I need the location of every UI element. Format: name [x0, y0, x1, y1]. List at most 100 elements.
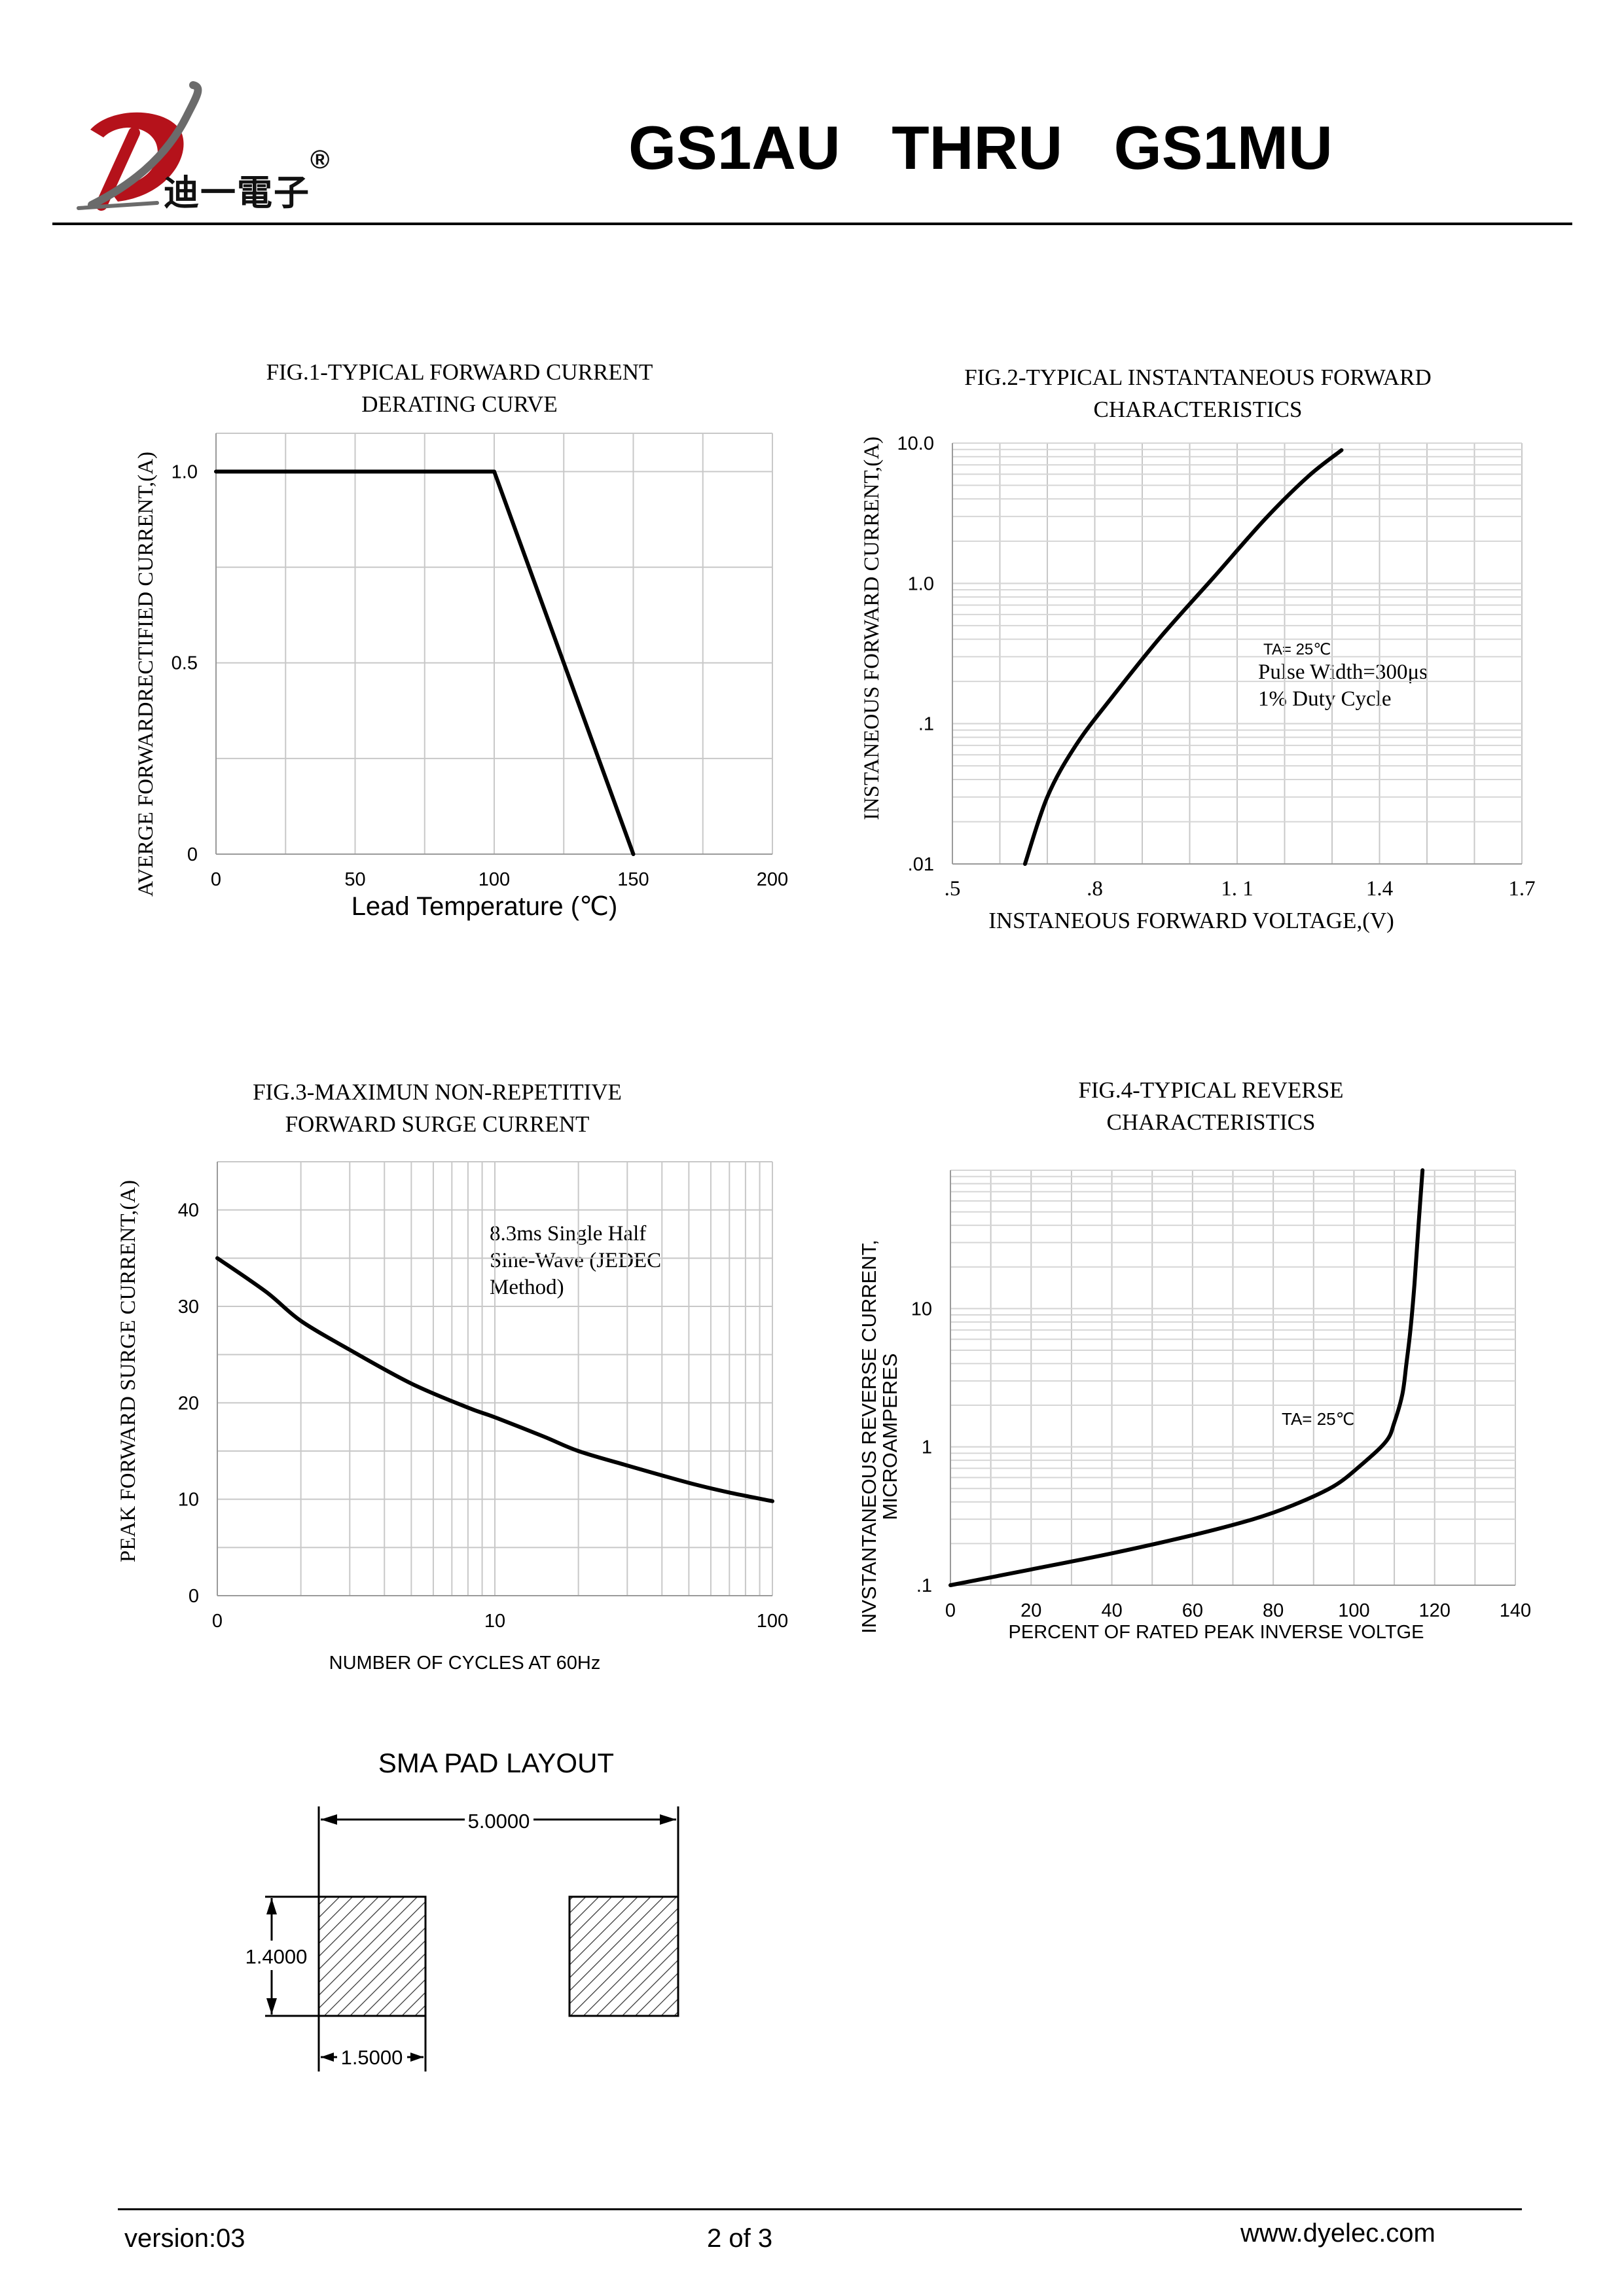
fig3-title-line1: FIG.3-MAXIMUN NON-REPETITIVE [253, 1079, 622, 1105]
fig4-ticks: 0 20 40 60 80 100 120 140 .1 1 10 [911, 1299, 1531, 1621]
fig2-x-tick-label: 1. 1 [1221, 877, 1254, 901]
footer-website: www.dyelec.com [1240, 2219, 1435, 2248]
fig4-x-tick-label: 60 [1182, 1600, 1203, 1621]
fig3-y-tick-label: 10 [178, 1490, 199, 1511]
fig2-chart: FIG.2-TYPICAL INSTANTANEOUS FORWARD CHAR… [860, 365, 1536, 933]
fig1-y-tick-label: 1.0 [171, 461, 198, 482]
fig2-title-line1: FIG.2-TYPICAL INSTANTANEOUS FORWARD [964, 365, 1432, 390]
fig1-x-tick-label: 100 [478, 869, 510, 890]
fig2-x-tick-label: 1.7 [1508, 877, 1535, 901]
fig1-y-axis-label: AVERGE FORWARDRECTIFIED CURRENT,(A) [134, 452, 158, 897]
fig4-x-tick-label: 20 [1020, 1600, 1041, 1621]
fig3-grid [217, 1161, 773, 1596]
sma-pad-layout: SMA PAD LAYOUT 5.0000 1.4000 1.5000 [245, 1748, 679, 2072]
dim-pad-arrow-left [321, 2053, 334, 2062]
fig3-title-line2: FORWARD SURGE CURRENT [285, 1111, 590, 1137]
fig2-grid [952, 442, 1523, 865]
fig1-x-tick-label: 150 [617, 869, 649, 890]
fig2-x-axis-label: INSTANEOUS FORWARD VOLTAGE,(V) [988, 908, 1394, 933]
fig4-series [948, 1168, 1425, 1587]
fig4-x-tick-label: 100 [1338, 1600, 1369, 1621]
fig3-y-tick-label: 0 [189, 1586, 199, 1607]
fig4-y-axis-label-line1: INVSTANTANEOUS REVERSE CURRENT, [857, 1240, 880, 1634]
fig3-annotation-line3: Method) [490, 1276, 564, 1299]
pad-left [317, 1895, 427, 2017]
pad-layout-title: SMA PAD LAYOUT [378, 1748, 614, 1778]
registered-mark: ® [310, 145, 330, 174]
fig4-x-tick-label: 120 [1419, 1600, 1451, 1621]
header-rule [52, 223, 1572, 225]
dim-height-arrow-bottom [266, 1998, 277, 2015]
fig4-annotation-temp: TA= 25℃ [1282, 1409, 1355, 1429]
fig3-annotation-line1: 8.3ms Single Half [490, 1222, 646, 1246]
document-title: GS1AU THRU GS1MU [628, 113, 1333, 182]
fig2-title-line2: CHARACTERISTICS [1094, 397, 1303, 422]
fig1-x-tick-label: 200 [757, 869, 788, 890]
dim-height-arrow-top [266, 1898, 277, 1914]
fig2-annotation-duty: 1% Duty Cycle [1258, 687, 1391, 711]
fig4-title-line2: CHARACTERISTICS [1107, 1109, 1316, 1135]
fig3-y-tick-label: 30 [178, 1297, 199, 1318]
fig1-grid [215, 433, 773, 855]
fig1-y-tick-label: 0.5 [171, 653, 198, 674]
fig3-y-tick-label: 20 [178, 1393, 199, 1414]
fig3-x-axis-label: NUMBER OF CYCLES AT 60Hz [329, 1653, 601, 1674]
fig2-x-tick-label: .8 [1087, 877, 1103, 901]
fig3-x-tick-label: 0 [212, 1611, 223, 1632]
fig2-y-tick-label: .1 [918, 714, 934, 735]
dim-pad-arrow-right [410, 2053, 424, 2062]
fig4-y-tick-label: 1 [922, 1437, 932, 1458]
fig4-x-tick-label: 40 [1101, 1600, 1122, 1621]
fig4-y-tick-label: 10 [911, 1299, 932, 1319]
fig2-y-axis-label: INSTANEOUS FORWARD CURRENT,(A) [860, 437, 884, 820]
fig3-series [215, 1256, 774, 1503]
fig2-series-line [1022, 448, 1344, 866]
fig3-ticks: 0 10 100 0 10 20 30 40 [178, 1200, 788, 1632]
fig4-x-axis-label: PERCENT OF RATED PEAK INVERSE VOLTGE [1009, 1622, 1424, 1643]
fig2-series [1022, 448, 1344, 866]
fig3-y-tick-label: 40 [178, 1200, 199, 1221]
fig4-series-line [948, 1168, 1425, 1587]
fig2-x-tick-label: .5 [945, 877, 961, 901]
company-logo [77, 81, 202, 211]
fig3-series-line [215, 1256, 774, 1503]
fig3-y-axis-label: PEAK FORWARD SURGE CURRENT,(A) [117, 1180, 140, 1562]
fig1-x-tick-label: 50 [344, 869, 365, 890]
fig3-chart: FIG.3-MAXIMUN NON-REPETITIVE FORWARD SUR… [117, 1079, 788, 1674]
fig3-x-tick-label: 100 [757, 1611, 788, 1632]
fig1-series [214, 469, 636, 856]
fig2-y-tick-label: 1.0 [908, 573, 934, 594]
fig4-x-tick-label: 140 [1500, 1600, 1531, 1621]
footer-page-number: 2 of 3 [707, 2224, 773, 2253]
fig2-annotation-pulse: Pulse Width=300μs [1258, 660, 1428, 684]
company-name: 迪一電子 [164, 173, 310, 213]
fig3-annotation-line2: Sine-Wave (JEDEC [490, 1249, 661, 1272]
dim-width-arrow-right [660, 1814, 676, 1825]
pad-right [568, 1895, 679, 2017]
fig4-y-axis-label-line2: MICROAMPERES [878, 1354, 901, 1520]
footer-rule [118, 2208, 1522, 2210]
fig1-title-line1: FIG.1-TYPICAL FORWARD CURRENT [266, 359, 653, 385]
fig1-x-tick-label: 0 [211, 869, 221, 890]
pad-size-label: 1.5000 [341, 2046, 403, 2069]
fig1-series-line [214, 469, 636, 856]
fig2-annotation-temp: TA= 25℃ [1263, 641, 1331, 658]
pad-height-label: 1.4000 [245, 1945, 308, 1968]
fig4-title-line1: FIG.4-TYPICAL REVERSE [1078, 1077, 1343, 1103]
fig3-x-tick-label: 10 [484, 1611, 505, 1632]
fig1-ticks: 0 50 100 150 200 0 0.5 1.0 [171, 461, 789, 890]
fig1-y-tick-label: 0 [187, 844, 198, 865]
fig2-ticks: .5 .8 1. 1 1.4 1.7 .01 .1 1.0 10.0 [897, 433, 1536, 901]
fig2-x-tick-label: 1.4 [1366, 877, 1393, 901]
dim-width-arrow-left [321, 1814, 337, 1825]
fig4-x-tick-label: 80 [1263, 1600, 1284, 1621]
fig1-title-line2: DERATING CURVE [361, 391, 558, 417]
fig2-y-tick-label: 10.0 [897, 433, 934, 454]
footer-version: version:03 [124, 2224, 245, 2253]
fig2-y-tick-label: .01 [908, 854, 934, 875]
fig4-y-tick-label: .1 [916, 1575, 932, 1596]
fig4-chart: FIG.4-TYPICAL REVERSE CHARACTERISTICS IN… [857, 1077, 1531, 1643]
fig4-x-tick-label: 0 [945, 1600, 956, 1621]
pad-width-label: 5.0000 [468, 1810, 530, 1833]
fig1-chart: FIG.1-TYPICAL FORWARD CURRENT DERATING C… [134, 359, 789, 921]
